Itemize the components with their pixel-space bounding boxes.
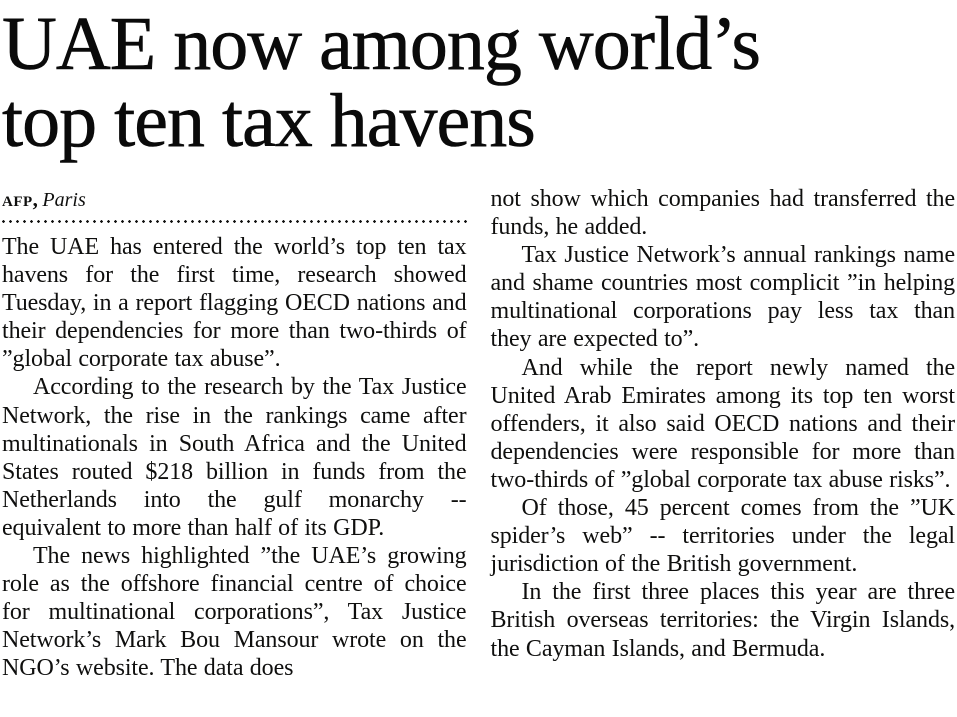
paragraph-continuation: not show which companies had transferred… — [490, 186, 956, 241]
paragraph: Of those, 45 percent comes from the ”UK … — [490, 495, 956, 578]
byline: AFP, Paris — [2, 185, 467, 214]
headline-line-1: UAE now among world’s — [2, 2, 762, 86]
byline-agency: AFP, — [2, 187, 39, 211]
paragraph: According to the research by the Tax Jus… — [2, 374, 467, 541]
article-body: AFP, Paris The UAE has entered the world’… — [2, 180, 955, 683]
right-column: not show which companies had transferred… — [491, 185, 956, 683]
paragraph: And while the report newly named the Uni… — [490, 354, 956, 493]
paragraph: In the first three places this year are … — [490, 579, 956, 662]
paragraph-lede: The UAE has entered the world’s top ten … — [2, 234, 467, 373]
byline-location: Paris — [42, 189, 86, 211]
left-column: AFP, Paris The UAE has entered the world’… — [2, 185, 467, 683]
byline-dotted-rule — [2, 220, 467, 223]
paragraph: The news highlighted ”the UAE’s growing … — [2, 543, 467, 682]
headline-line-2: top ten tax havens — [2, 79, 536, 163]
paragraph: Tax Justice Network’s annual rankings na… — [490, 242, 956, 353]
headline: UAE now among world’s top ten tax havens — [2, 0, 955, 180]
